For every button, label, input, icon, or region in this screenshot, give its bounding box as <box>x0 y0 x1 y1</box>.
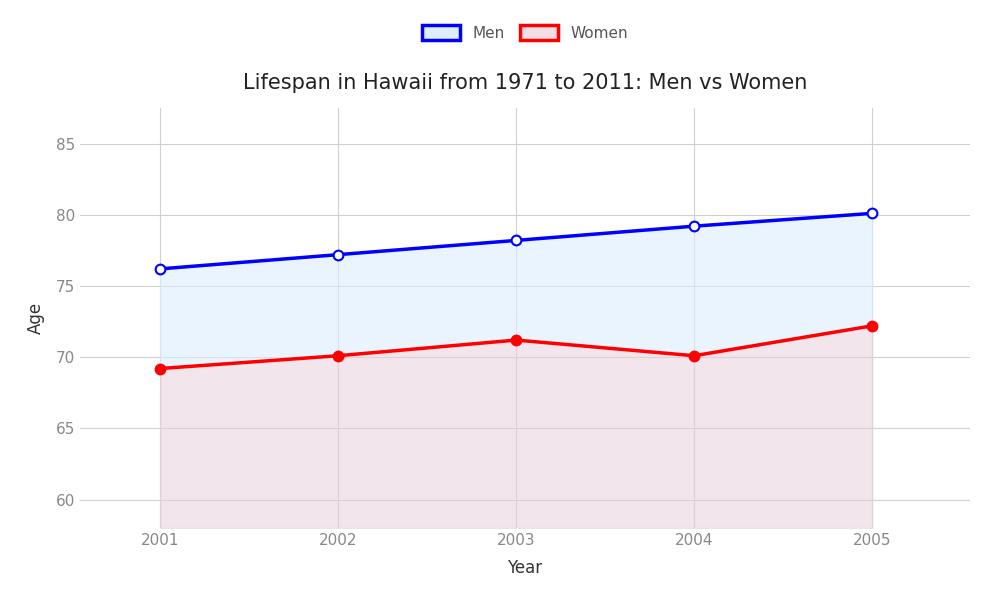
Y-axis label: Age: Age <box>27 302 45 334</box>
Legend: Men, Women: Men, Women <box>416 19 634 47</box>
X-axis label: Year: Year <box>507 559 543 577</box>
Title: Lifespan in Hawaii from 1971 to 2011: Men vs Women: Lifespan in Hawaii from 1971 to 2011: Me… <box>243 73 807 92</box>
